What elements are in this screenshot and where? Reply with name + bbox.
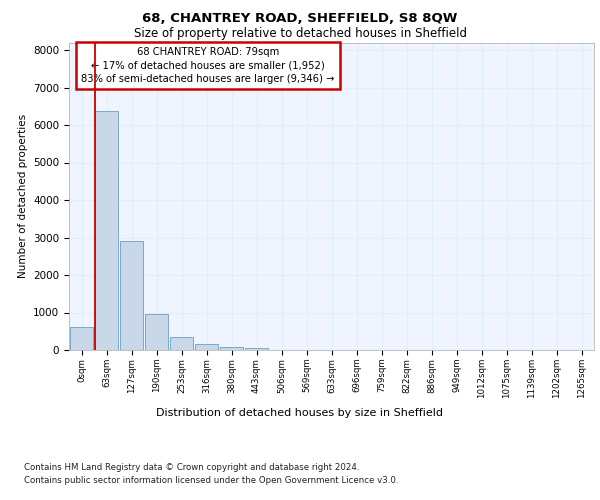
Text: 68, CHANTREY ROAD, SHEFFIELD, S8 8QW: 68, CHANTREY ROAD, SHEFFIELD, S8 8QW <box>142 12 458 26</box>
Bar <box>119 240 143 350</box>
Y-axis label: Number of detached properties: Number of detached properties <box>17 114 28 278</box>
Bar <box>220 347 244 350</box>
Bar <box>145 314 169 350</box>
Text: Size of property relative to detached houses in Sheffield: Size of property relative to detached ho… <box>133 28 467 40</box>
Text: Contains HM Land Registry data © Crown copyright and database right 2024.: Contains HM Land Registry data © Crown c… <box>24 462 359 471</box>
Bar <box>194 344 218 350</box>
Text: Contains public sector information licensed under the Open Government Licence v3: Contains public sector information licen… <box>24 476 398 485</box>
Text: 68 CHANTREY ROAD: 79sqm
← 17% of detached houses are smaller (1,952)
83% of semi: 68 CHANTREY ROAD: 79sqm ← 17% of detache… <box>82 47 335 84</box>
Bar <box>245 348 268 350</box>
Text: Distribution of detached houses by size in Sheffield: Distribution of detached houses by size … <box>157 408 443 418</box>
Bar <box>70 327 94 350</box>
Bar <box>170 336 193 350</box>
Bar <box>95 111 118 350</box>
